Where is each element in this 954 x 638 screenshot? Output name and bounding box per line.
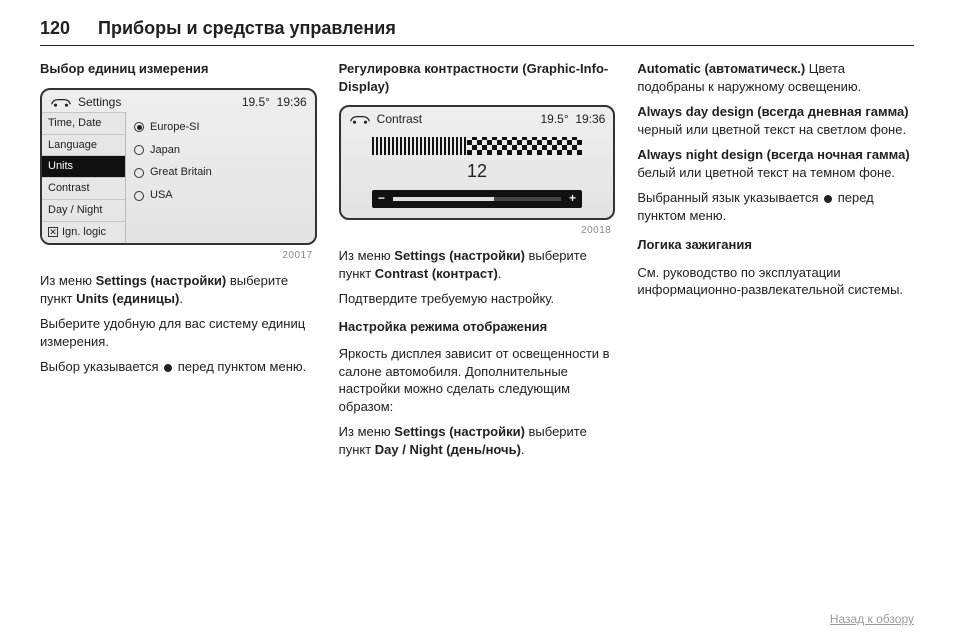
- col3-p1: Automatic (автоматическ.) Цвета подобран…: [637, 60, 914, 95]
- option-japan[interactable]: Japan: [134, 139, 307, 162]
- col3-p2: Always day design (всегда дневная гамма)…: [637, 103, 914, 138]
- radio-icon: [134, 191, 144, 201]
- display-time: 19:36: [575, 112, 605, 126]
- display-temp: 19.5°: [540, 112, 568, 126]
- back-to-overview-link[interactable]: Назад к обзору: [830, 612, 914, 626]
- radio-icon: [134, 168, 144, 178]
- menu-item-ign-logic[interactable]: ✕ Ign. logic: [42, 221, 125, 243]
- option-usa[interactable]: USA: [134, 184, 307, 207]
- option-label: Europe-SI: [150, 120, 200, 135]
- menu-item-language[interactable]: Language: [42, 134, 125, 156]
- col3-p5: См. руководство по эксплуатации информац…: [637, 264, 914, 299]
- col2-p3: Яркость дисплея зависит от освещенности …: [339, 345, 616, 415]
- header-divider: [40, 45, 914, 46]
- menu-item-ign-logic-label: Ign. logic: [62, 225, 106, 240]
- col3-p4: Выбранный язык указывается перед пунктом…: [637, 189, 914, 224]
- display-time: 19:36: [277, 95, 307, 109]
- display-title: Contrast: [377, 111, 422, 127]
- page-number: 120: [40, 18, 70, 39]
- col2-p2: Подтвердите требуемую настройку.: [339, 290, 616, 308]
- menu-item-contrast[interactable]: Contrast: [42, 177, 125, 199]
- col2-p4: Из меню Settings (настройки) выберите пу…: [339, 423, 616, 458]
- checkbox-icon: ✕: [48, 227, 58, 237]
- contrast-slider[interactable]: − +: [372, 190, 582, 208]
- bullet-icon: [824, 195, 832, 203]
- radio-icon: [134, 145, 144, 155]
- minus-icon: −: [378, 190, 385, 206]
- slider-track: [393, 197, 561, 201]
- option-label: USA: [150, 188, 173, 203]
- option-label: Great Britain: [150, 165, 212, 180]
- col2-h2: Настройка режима отображения: [339, 318, 616, 336]
- units-options: Europe-SI Japan Great Britain USA: [126, 112, 315, 243]
- settings-display: Settings 19.5° 19:36 Time, Date Language…: [40, 88, 317, 245]
- col1-p3: Выбор указывается перед пунктом меню.: [40, 358, 317, 376]
- slider-fill: [393, 197, 494, 201]
- column-3: Automatic (автоматическ.) Цвета подобран…: [637, 60, 914, 467]
- menu-item-day-night[interactable]: Day / Night: [42, 199, 125, 221]
- screen-id: 20018: [339, 224, 612, 238]
- col3-p3: Always night design (всегда ночная гамма…: [637, 146, 914, 181]
- col1-heading: Выбор единиц измерения: [40, 60, 317, 78]
- col3-h2: Логика зажигания: [637, 236, 914, 254]
- car-icon: [50, 96, 72, 108]
- menu-item-units[interactable]: Units: [42, 155, 125, 177]
- column-2: Регулировка контрастности (Graphic-Info-…: [339, 60, 616, 467]
- option-label: Japan: [150, 143, 180, 158]
- contrast-value: 12: [351, 159, 604, 183]
- display-title: Settings: [78, 94, 121, 110]
- screen-id: 20017: [40, 249, 313, 263]
- chapter-title: Приборы и средства управления: [98, 18, 396, 39]
- col2-heading: Регулировка контрастности (Graphic-Info-…: [339, 60, 616, 95]
- contrast-display: Contrast 19.5° 19:36: [339, 105, 616, 219]
- col2-p1: Из меню Settings (настройки) выберите пу…: [339, 247, 616, 282]
- col1-p1: Из меню Settings (настройки) выберите пу…: [40, 272, 317, 307]
- radio-icon: [134, 122, 144, 132]
- menu-item-time-date[interactable]: Time, Date: [42, 112, 125, 134]
- option-great-britain[interactable]: Great Britain: [134, 161, 307, 184]
- car-icon: [349, 113, 371, 125]
- contrast-pattern: [372, 135, 582, 157]
- display-temp: 19.5°: [242, 95, 270, 109]
- bullet-icon: [164, 364, 172, 372]
- settings-menu: Time, Date Language Units Contrast Day /…: [42, 112, 126, 243]
- col1-p2: Выберите удобную для вас систему единиц …: [40, 315, 317, 350]
- column-1: Выбор единиц измерения Settings 19.5° 19…: [40, 60, 317, 467]
- plus-icon: +: [569, 190, 576, 206]
- option-europe-si[interactable]: Europe-SI: [134, 116, 307, 139]
